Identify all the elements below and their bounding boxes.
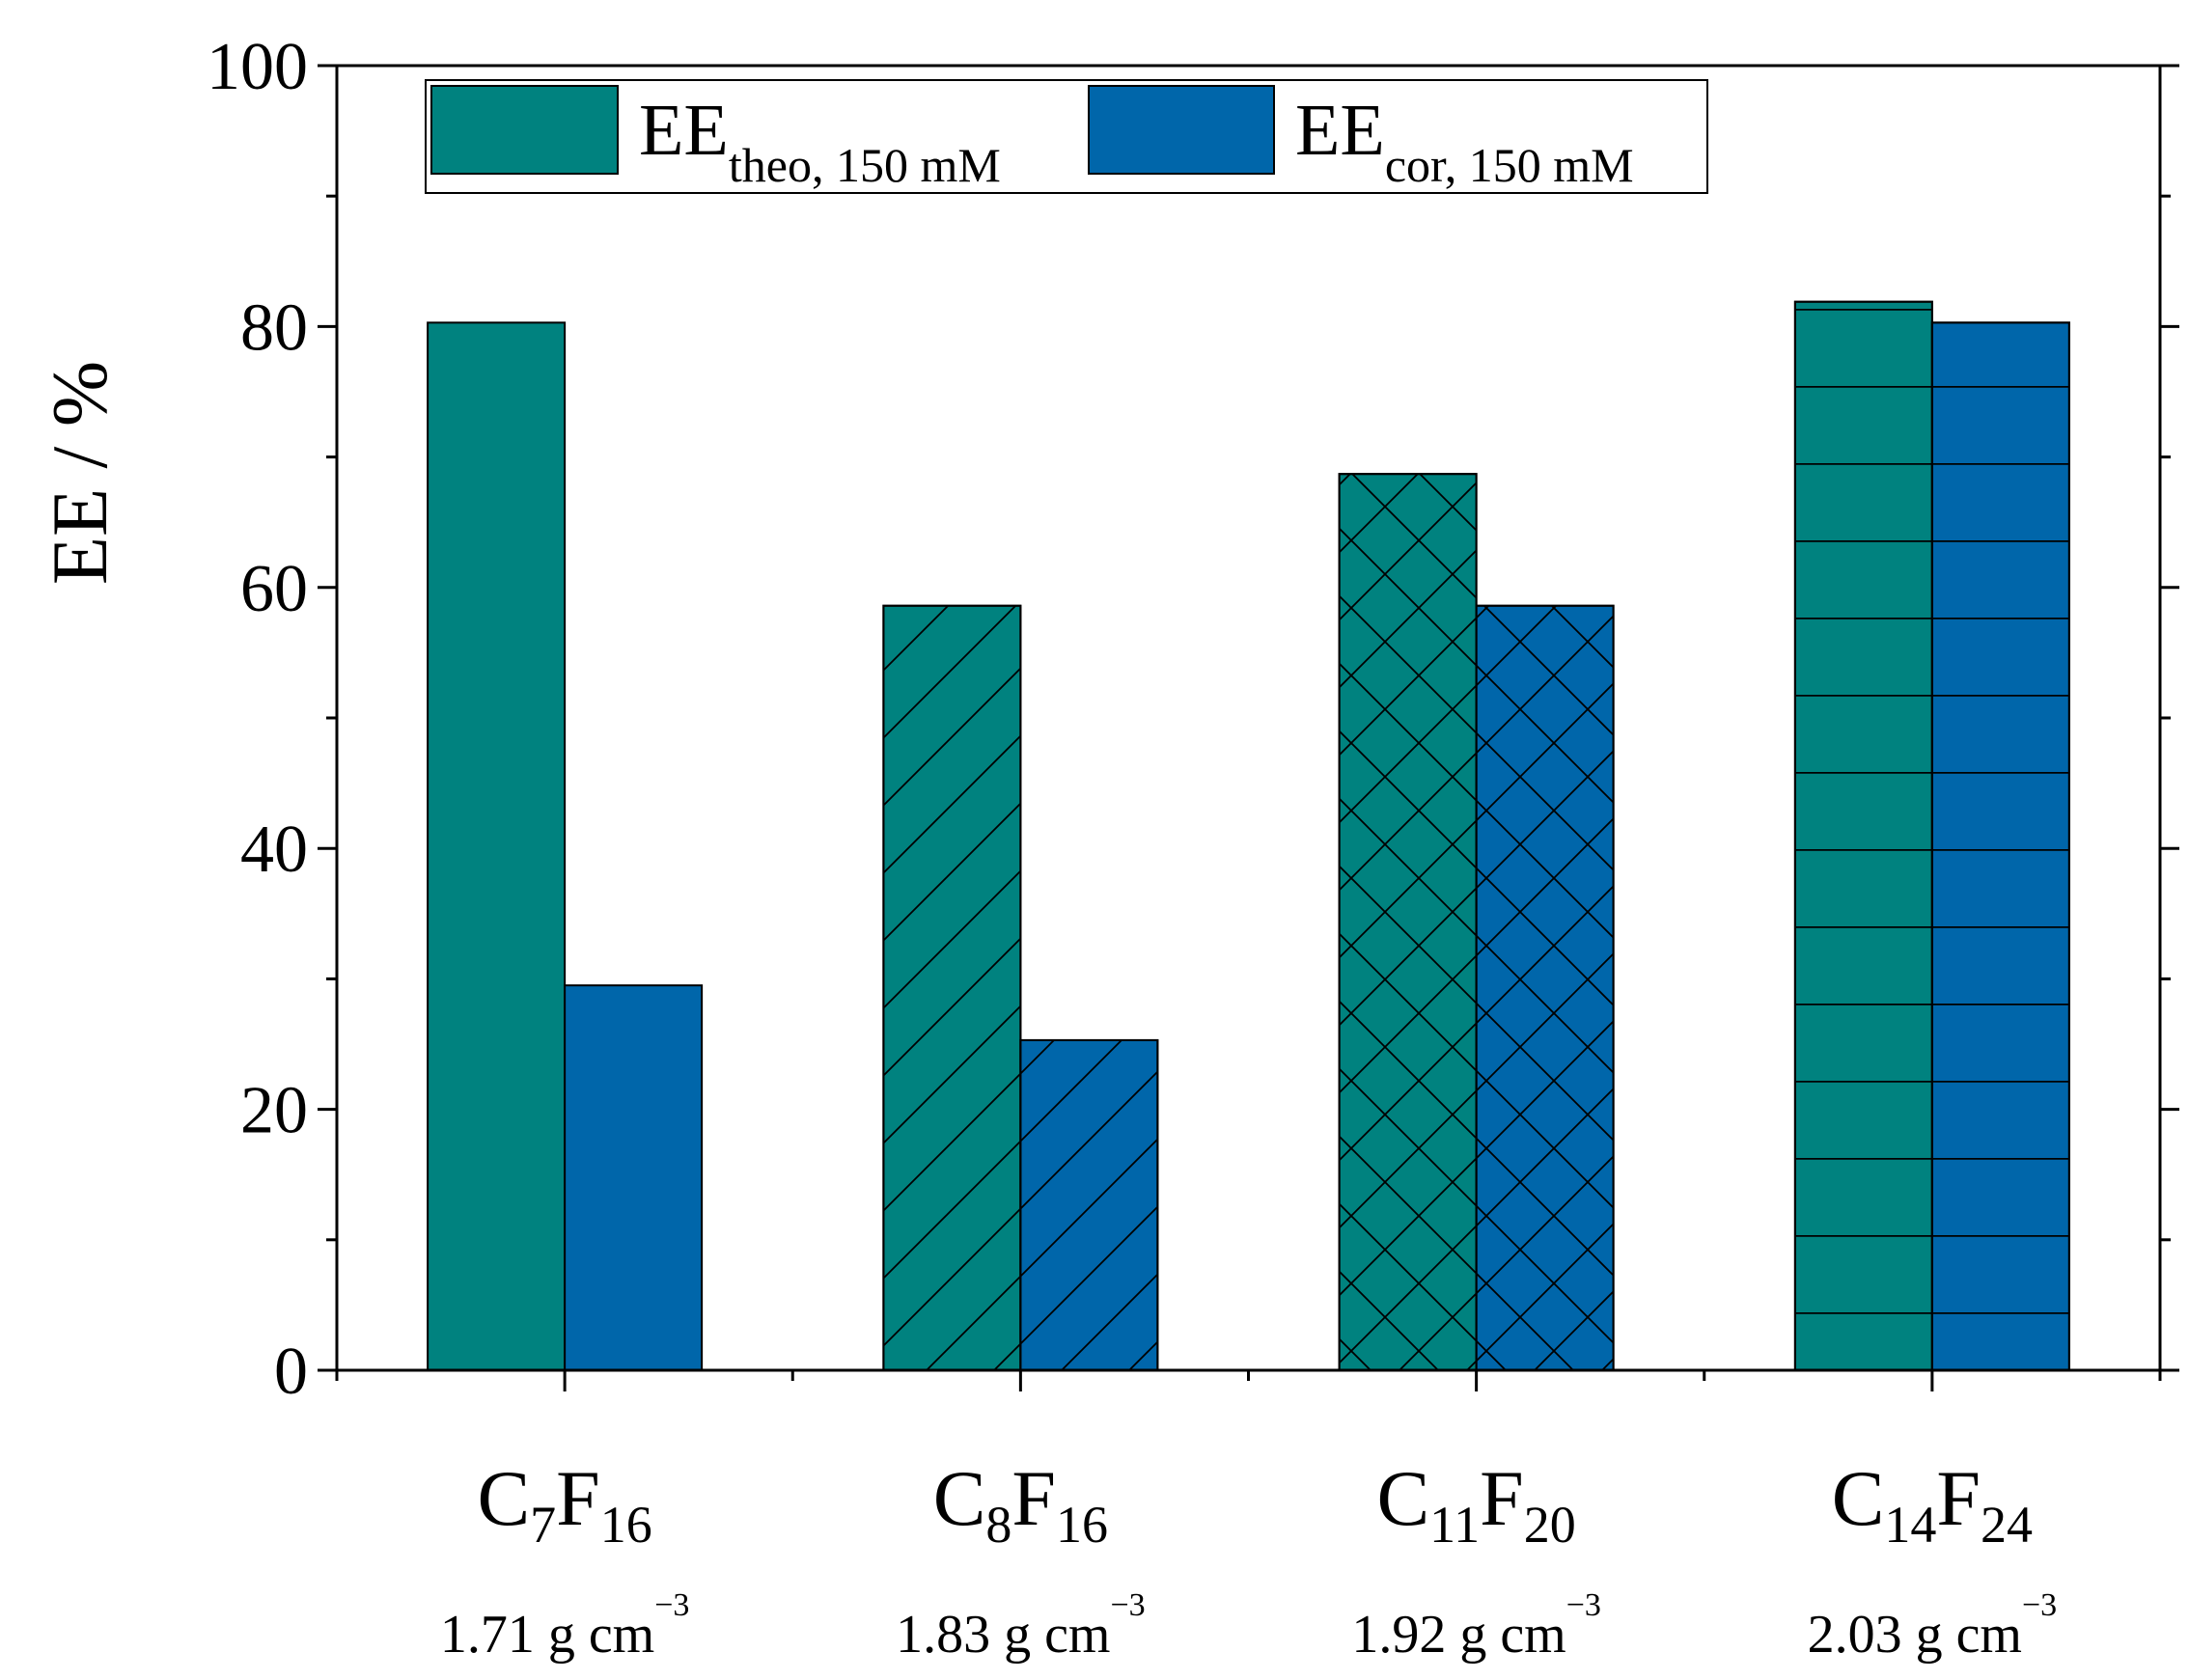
category-label: C8F16 xyxy=(933,1454,1108,1554)
y-tick-label: 80 xyxy=(240,290,308,365)
category-label: C7F16 xyxy=(477,1454,651,1554)
legend-swatch-cor xyxy=(1088,85,1275,175)
density-label: 1.92 g cm−3 xyxy=(1351,1587,1601,1665)
bar-cor-0 xyxy=(564,984,704,1371)
bar-hatch-theo-1 xyxy=(882,604,1022,1371)
legend-swatch-theo xyxy=(430,85,619,175)
y-tick-label: 20 xyxy=(240,1074,308,1148)
legend-label-theo: EEtheo, 150 mM xyxy=(639,90,1001,192)
plot-frame xyxy=(335,64,2162,1372)
y-tick-label: 40 xyxy=(240,812,308,887)
density-label: 1.71 g cm−3 xyxy=(440,1587,690,1665)
density-label: 2.03 g cm−3 xyxy=(1808,1587,2058,1665)
bar-hatch-theo-3 xyxy=(1793,300,1933,1371)
bar-hatch-theo-2 xyxy=(1338,473,1478,1371)
y-axis-ticks xyxy=(318,64,2179,1372)
category-label: C11F20 xyxy=(1376,1454,1575,1554)
y-axis-title: EE / % xyxy=(36,361,124,585)
bar-hatch-cor-2 xyxy=(1475,604,1615,1371)
y-axis-tick-labels: 0 20 40 60 80 100 xyxy=(207,30,308,1409)
legend-label-cor: EEcor, 150 mM xyxy=(1295,90,1634,192)
legend-box xyxy=(425,79,1708,194)
bar-hatch-cor-1 xyxy=(1019,1038,1159,1371)
x-axis-category-labels: C7F16 1.71 g cm−3 C8F16 1.83 g cm−3 C11F20 1.… xyxy=(440,1454,2057,1665)
y-tick-label: 60 xyxy=(240,552,308,626)
legend: EEtheo, 150 mM EEcor, 150 mM xyxy=(425,79,1708,194)
density-label: 1.83 g cm−3 xyxy=(896,1587,1146,1665)
y-tick-label: 0 xyxy=(274,1335,308,1409)
category-label: C14F24 xyxy=(1832,1454,2033,1554)
bar-theo-0 xyxy=(427,321,567,1371)
bars xyxy=(427,300,2070,1371)
y-tick-label: 100 xyxy=(207,30,308,104)
x-axis-ticks xyxy=(335,1370,2162,1391)
bar-hatch-cor-3 xyxy=(1930,321,2070,1371)
